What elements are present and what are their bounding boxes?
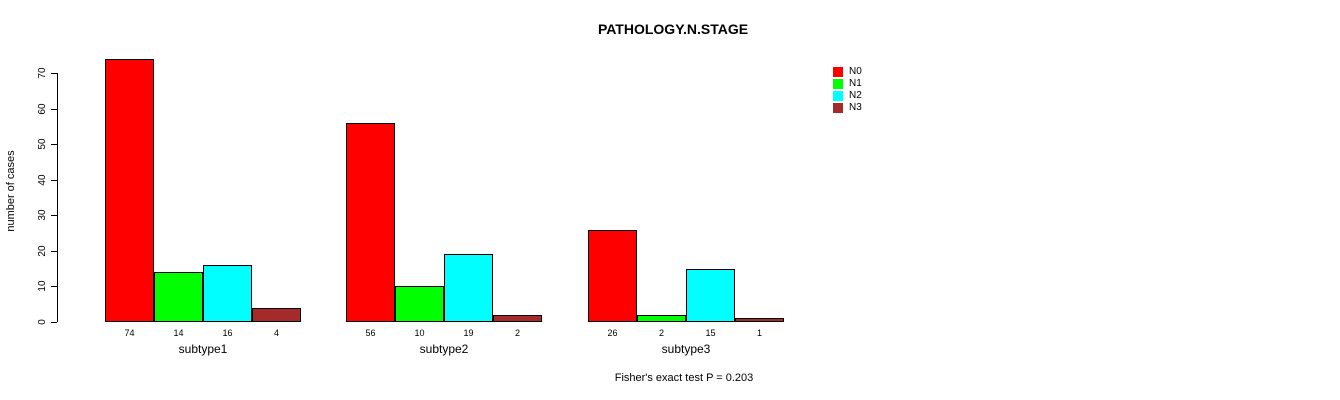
y-tick-mark [51,322,57,323]
y-tick-label: 40 [37,174,48,186]
legend-label: N1 [849,78,862,89]
legend-label: N3 [849,102,862,113]
y-tick-label: 50 [37,138,48,150]
bar-n2-subtype2 [444,254,493,322]
x-category-label: subtype1 [178,342,228,356]
y-tick-mark [51,144,57,145]
bar-value-label: 56 [365,328,376,338]
legend-item: N1 [833,78,862,90]
bar-value-label: 16 [222,328,233,338]
bar-n1-subtype3 [637,315,686,322]
legend-item: N2 [833,90,862,102]
bar-n3-subtype3 [735,318,784,322]
bar-n2-subtype3 [686,269,735,322]
legend-label: N2 [849,90,862,101]
y-tick-mark [51,215,57,216]
y-tick-mark [51,286,57,287]
bar-value-label: 19 [463,328,474,338]
bar-value-label: 2 [514,328,520,338]
bar-n0-subtype2 [346,123,395,322]
bar-value-label: 10 [414,328,425,338]
bar-n0-subtype3 [588,230,637,322]
y-axis-line [57,73,58,322]
bar-value-label: 14 [173,328,184,338]
fisher-test-annotation: Fisher's exact test P = 0.203 [614,372,754,384]
x-category-label: subtype2 [419,342,469,356]
y-tick-label: 70 [37,67,48,79]
legend-swatch-n2 [833,91,843,101]
legend-swatch-n3 [833,103,843,113]
bar-value-label: 4 [273,328,279,338]
x-category-label: subtype3 [661,342,711,356]
legend-swatch-n1 [833,79,843,89]
legend-label: N0 [849,66,862,77]
chart-title: PATHOLOGY.N.STAGE [597,21,749,37]
y-tick-mark [51,180,57,181]
y-tick-label: 10 [37,280,48,292]
y-tick-label: 60 [37,103,48,115]
legend: N0 N1 N2 N3 [833,66,862,114]
bar-value-label: 1 [756,328,762,338]
y-tick-mark [51,73,57,74]
bar-n3-subtype2 [493,315,542,322]
bar-n0-subtype1 [105,59,154,322]
y-tick-label: 30 [37,209,48,221]
y-tick-label: 0 [37,319,48,325]
legend-swatch-n0 [833,67,843,77]
y-tick-label: 20 [37,245,48,257]
bar-value-label: 15 [705,328,716,338]
y-tick-mark [51,251,57,252]
bar-n1-subtype2 [395,286,444,322]
y-tick-mark [51,109,57,110]
legend-item: N3 [833,102,862,114]
bar-value-label: 2 [658,328,664,338]
bar-n2-subtype1 [203,265,252,322]
bar-n3-subtype1 [252,308,301,322]
bar-value-label: 74 [124,328,135,338]
legend-item: N0 [833,66,862,78]
bar-n1-subtype1 [154,272,203,322]
bar-value-label: 26 [607,328,618,338]
y-axis-label: number of cases [5,150,17,232]
